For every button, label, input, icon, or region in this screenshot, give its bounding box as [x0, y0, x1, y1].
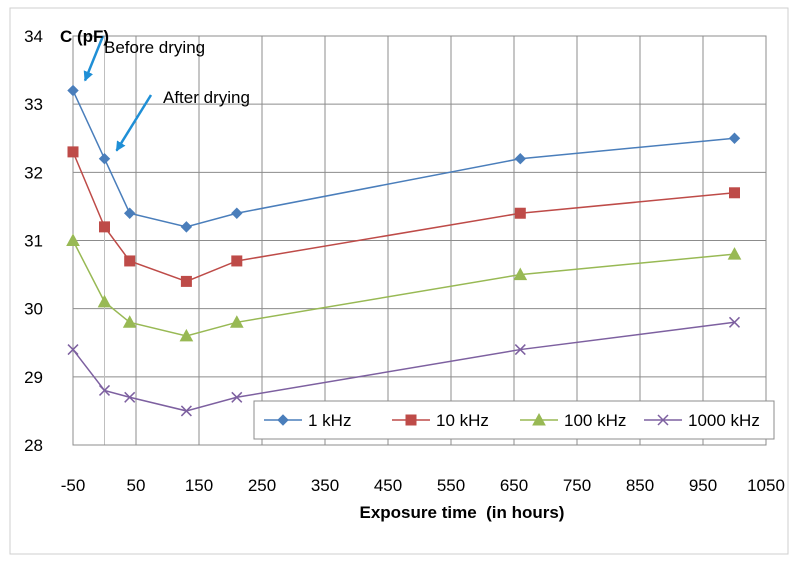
legend-marker	[405, 414, 417, 426]
series-10-khz	[67, 146, 740, 287]
series-1000-khz	[67, 316, 741, 417]
data-point	[122, 315, 137, 328]
data-point	[514, 207, 526, 219]
x-tick-label: 150	[185, 476, 213, 495]
legend-label: 1000 kHz	[688, 411, 760, 430]
data-point	[97, 294, 112, 308]
x-tick-label: 350	[311, 476, 339, 495]
y-tick-label: 32	[24, 163, 43, 182]
x-tick-label: 950	[689, 476, 717, 495]
series-1-khz	[67, 84, 741, 233]
y-axis-label: C (pF)	[60, 27, 109, 46]
data-point	[124, 391, 136, 403]
x-tick-label: 550	[437, 476, 465, 495]
chart-border	[9, 7, 789, 555]
x-tick-label: 850	[626, 476, 654, 495]
legend-marker	[532, 412, 546, 426]
axes: 28 29 30 31 32 33 34 -50 50 150 250 350 450 550 650 750…	[24, 27, 785, 495]
x-axis-label: Exposure time (in hours)	[360, 503, 565, 522]
y-tick-label: 30	[24, 300, 43, 319]
annotation-label: After drying	[163, 88, 250, 107]
legend-box	[253, 400, 775, 440]
series-line	[72, 151, 735, 283]
data-point	[66, 233, 80, 246]
series-line	[72, 240, 735, 337]
annotation-arrow	[115, 94, 153, 152]
series-group	[66, 84, 742, 417]
data-point	[231, 207, 243, 219]
annotation-arrow	[83, 35, 105, 82]
y-tick-label: 29	[24, 368, 43, 387]
data-point	[728, 132, 741, 144]
data-point	[180, 221, 193, 233]
x-tick-label: 450	[374, 476, 402, 495]
data-point	[180, 405, 192, 417]
data-point	[514, 344, 526, 356]
data-point	[99, 221, 110, 233]
data-point	[727, 247, 742, 260]
y-tick-label: 33	[24, 95, 43, 114]
series-line	[72, 90, 735, 228]
legend-label: 1 kHz	[308, 411, 351, 430]
legend-label: 100 kHz	[564, 411, 626, 430]
legend-label: 10 kHz	[436, 411, 489, 430]
y-tick-label: 28	[24, 436, 43, 455]
data-point	[67, 146, 79, 158]
legend-marker	[277, 414, 289, 426]
x-tick-label: 650	[500, 476, 528, 495]
annotations: Before drying After drying	[83, 35, 250, 152]
data-point	[124, 255, 136, 267]
data-point	[231, 391, 243, 403]
series-line	[72, 321, 735, 412]
legend: 1 kHz 10 kHz 100 kHz 1000 kHz	[253, 400, 775, 440]
legend-marker	[657, 414, 669, 426]
data-point	[123, 207, 136, 219]
data-point	[98, 384, 111, 396]
data-point	[728, 316, 741, 328]
y-tick-label: 31	[24, 232, 43, 251]
data-point	[180, 275, 192, 287]
data-point	[513, 267, 528, 281]
series-100-khz	[66, 233, 742, 342]
x-tick-label: 50	[127, 476, 146, 495]
data-point	[67, 344, 79, 356]
data-point	[98, 152, 111, 165]
x-tick-label: -50	[61, 476, 86, 495]
y-tick-label: 34	[24, 27, 43, 46]
data-point	[229, 315, 244, 328]
annotation-label: Before drying	[104, 38, 205, 57]
x-tick-label: 750	[563, 476, 591, 495]
data-point	[179, 328, 194, 342]
x-tick-label: 250	[248, 476, 276, 495]
data-point	[729, 187, 740, 199]
data-point	[231, 255, 243, 267]
data-point	[67, 84, 79, 97]
x-tick-label: 1050	[747, 476, 785, 495]
data-point	[514, 152, 527, 165]
